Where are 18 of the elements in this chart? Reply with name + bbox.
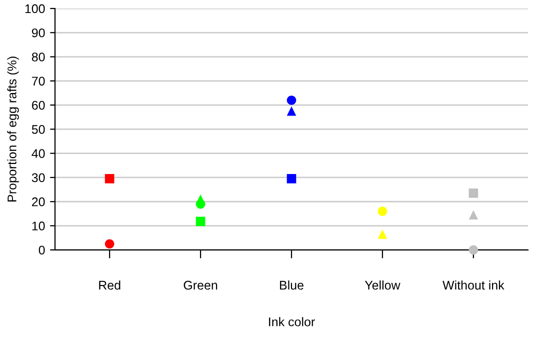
x-tick-label: Without ink (442, 280, 504, 290)
x-tick-label: Yellow (364, 280, 400, 290)
y-tick-label: 100 (25, 4, 45, 14)
y-tick-label: 30 (32, 173, 45, 182)
y-tick-label: 50 (32, 125, 45, 134)
x-tick-label: Red (99, 280, 120, 290)
y-tick-label: 80 (32, 52, 45, 62)
y-axis-title: Proportion of egg rafts (%) (7, 56, 19, 202)
y-tick-label: 10 (32, 222, 45, 230)
y-tick-label: 20 (32, 197, 45, 206)
y-tick-label: 60 (32, 100, 45, 110)
x-tick-label: Green (184, 280, 218, 290)
x-axis-title: Ink color (269, 317, 315, 326)
x-tick-label: Blue (280, 280, 304, 290)
y-tick-label: 40 (32, 149, 45, 158)
y-tick-label: 70 (32, 76, 45, 86)
y-tick-label: 0 (38, 246, 45, 255)
y-tick-label: 90 (32, 28, 45, 38)
